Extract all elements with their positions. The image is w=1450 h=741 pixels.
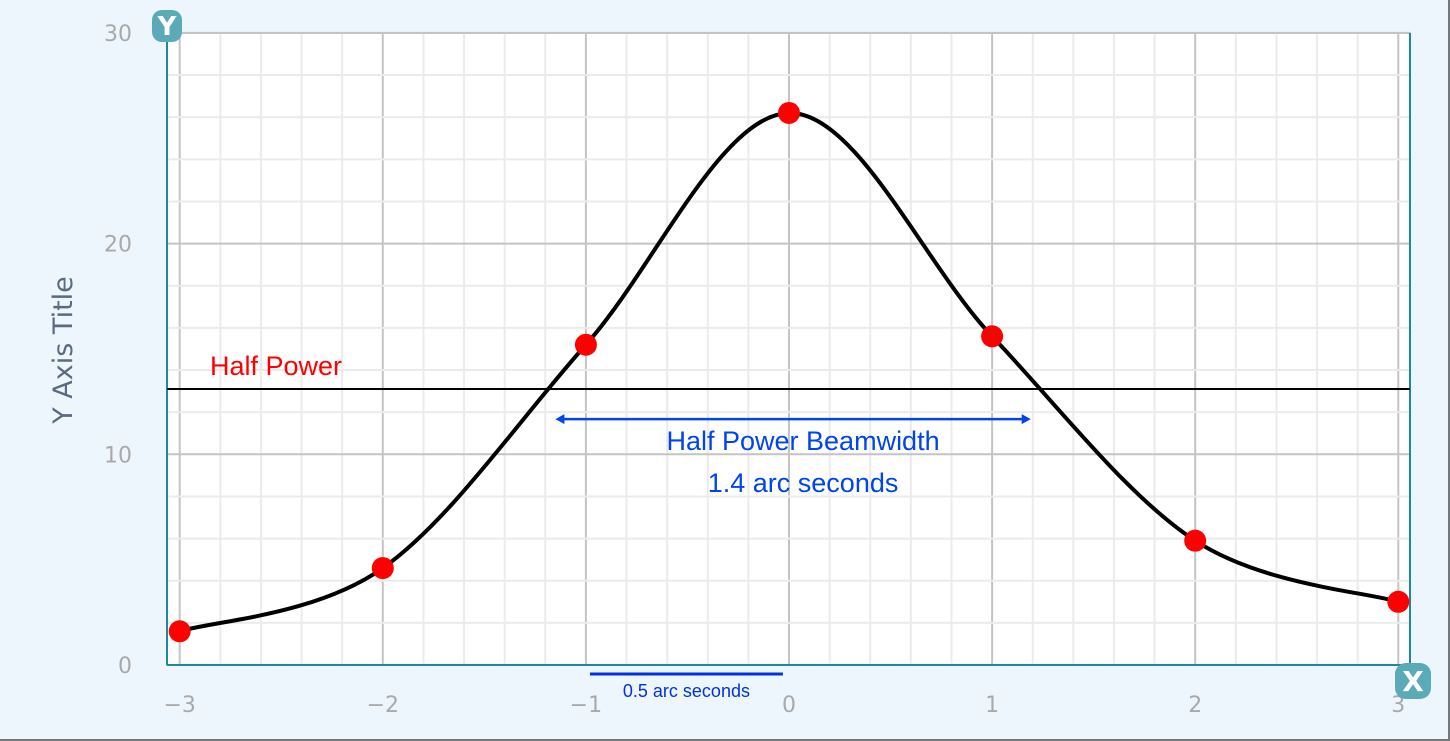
data-point[interactable]	[981, 325, 1004, 348]
data-point[interactable]	[778, 101, 800, 124]
x-tick-label: 0	[782, 693, 796, 718]
x-tick-label: 1	[985, 693, 999, 718]
beamwidth-value: 1.4 arc seconds	[708, 468, 899, 498]
y-tick-label: 30	[104, 22, 132, 47]
y-axis-icon-label: Y	[157, 12, 178, 42]
x-tick-label: −3	[163, 693, 195, 718]
half-power-label: Half Power	[210, 351, 342, 381]
data-point[interactable]	[168, 620, 191, 643]
beamwidth-label: Half Power Beamwidth	[666, 426, 939, 456]
data-points	[168, 101, 1410, 643]
data-point[interactable]	[574, 333, 597, 356]
beamwidth-arrow	[555, 414, 1031, 425]
y-tick-label: 20	[104, 233, 132, 258]
scale-bar-label: 0.5 arc seconds	[623, 681, 750, 701]
data-point[interactable]	[1184, 529, 1207, 552]
x-tick-label: −2	[367, 693, 399, 718]
y-axis-icon[interactable]: Y	[152, 10, 182, 42]
grid	[167, 31, 1410, 666]
x-axis-icon-label: X	[1402, 665, 1424, 698]
x-tick-label: 3	[1391, 693, 1405, 718]
x-axis-icon[interactable]: X	[1395, 663, 1431, 699]
data-point[interactable]	[1387, 590, 1410, 613]
arrowhead-right-icon	[1021, 414, 1031, 425]
y-tick-label: 0	[118, 654, 132, 679]
y-axis-title: Y Axis Title	[48, 276, 79, 425]
y-tick-label: 10	[104, 443, 132, 468]
x-tick-label: 2	[1188, 693, 1202, 718]
data-point[interactable]	[371, 557, 394, 580]
x-tick-label: −1	[570, 693, 602, 718]
arrowhead-left-icon	[555, 414, 565, 425]
